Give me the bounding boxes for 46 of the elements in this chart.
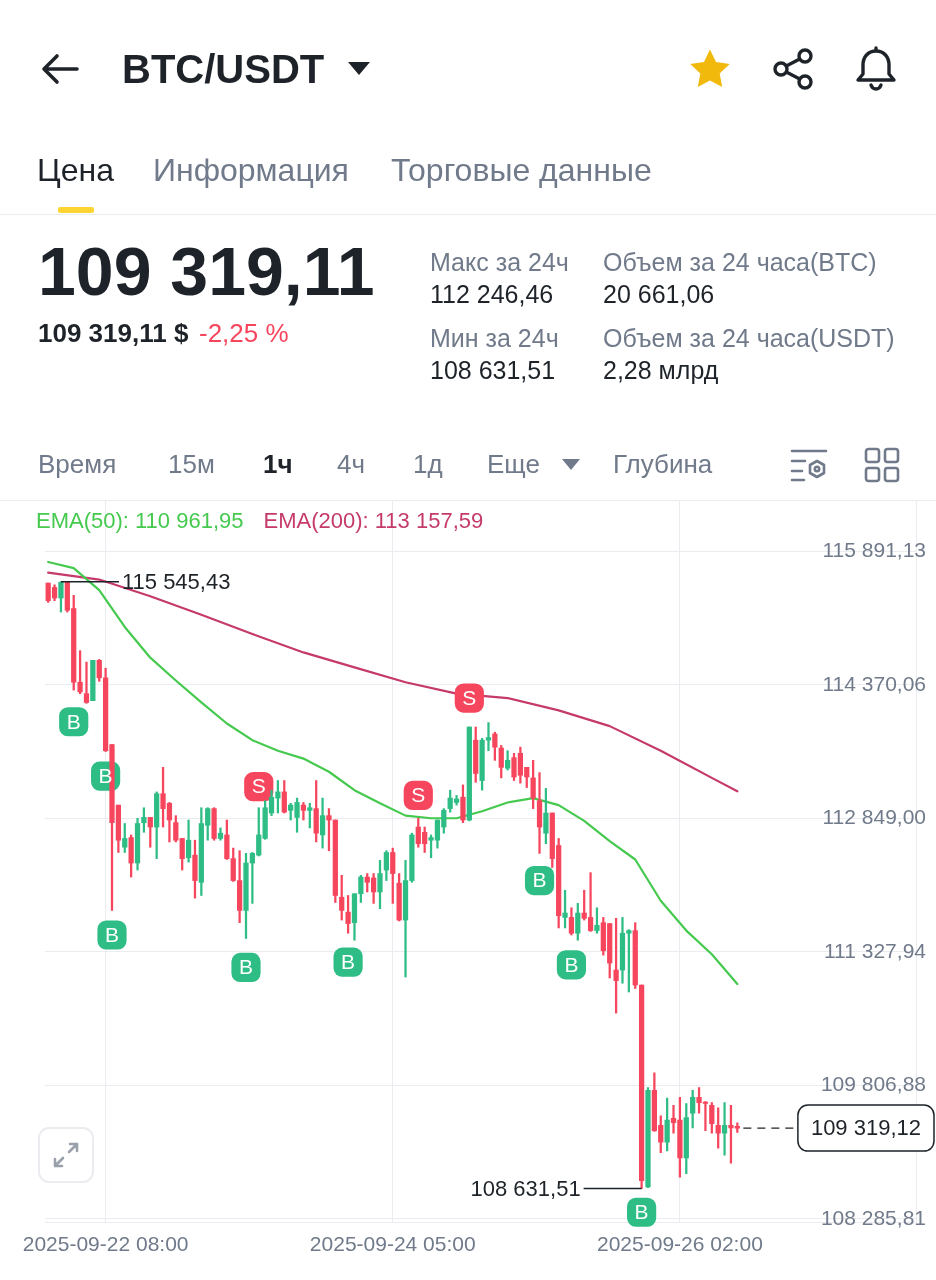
- y-tick-label: 112 849,00: [822, 805, 926, 829]
- text: Цена: [37, 151, 114, 190]
- text: 1ч: [263, 449, 293, 481]
- x-tick-label: 2025-09-26 02:00: [597, 1232, 763, 1256]
- y-tick-label: 111 327,94: [824, 938, 927, 962]
- text: S: [251, 774, 266, 798]
- text: 112 246,46: [430, 279, 554, 309]
- text: EMA(200): 113 157,59: [263, 508, 484, 534]
- text: 1д: [413, 449, 443, 481]
- text: 4ч: [337, 449, 366, 481]
- text: B: [66, 709, 81, 733]
- text: Глубина: [613, 449, 713, 481]
- text: Объем за 24 часа(BTC): [603, 247, 877, 277]
- chart-title: BTC/USDT: [122, 46, 325, 93]
- x-tick-label: 2025-09-24 05:00: [309, 1232, 476, 1256]
- text: 20 661,06: [603, 279, 715, 309]
- y-tick-label: 108 285,81: [820, 1205, 926, 1229]
- text: B: [238, 955, 254, 979]
- series-label: S: [411, 783, 426, 807]
- text: B: [532, 868, 547, 892]
- text: 109 319,11: [38, 232, 375, 311]
- text: 108 631,51: [430, 355, 556, 385]
- text: Информация: [153, 151, 349, 190]
- text: S: [462, 685, 477, 709]
- y-tick-label: 114 370,06: [822, 671, 926, 695]
- ref-line-label: 109 319,12: [810, 1115, 921, 1141]
- text: 109 319,11 $: [38, 318, 189, 350]
- text: B: [634, 1200, 649, 1224]
- text: B: [564, 952, 579, 976]
- text: -2,25 %: [199, 318, 289, 350]
- series-label: EMA(50): 110 961,95: [36, 508, 244, 534]
- x-tick-label: 2025-09-22 08:00: [22, 1232, 189, 1256]
- text: Еще: [487, 449, 540, 481]
- text: 15м: [168, 449, 215, 481]
- text: Время: [38, 449, 117, 481]
- text: Макс за 24ч: [430, 247, 569, 277]
- series-label: B: [104, 922, 120, 946]
- annotation: 108 631,51: [470, 1175, 581, 1201]
- text: Торговые данные: [391, 151, 652, 190]
- annotation: 115 545,43: [121, 568, 231, 594]
- text: B: [341, 949, 356, 973]
- y-tick-label: 115 891,13: [822, 538, 926, 562]
- text: Объем за 24 часа(USDT): [603, 323, 895, 353]
- text: 2,28 млрд: [603, 355, 719, 385]
- y-tick-label: 109 806,88: [820, 1072, 926, 1096]
- text: Мин за 24ч: [430, 323, 559, 353]
